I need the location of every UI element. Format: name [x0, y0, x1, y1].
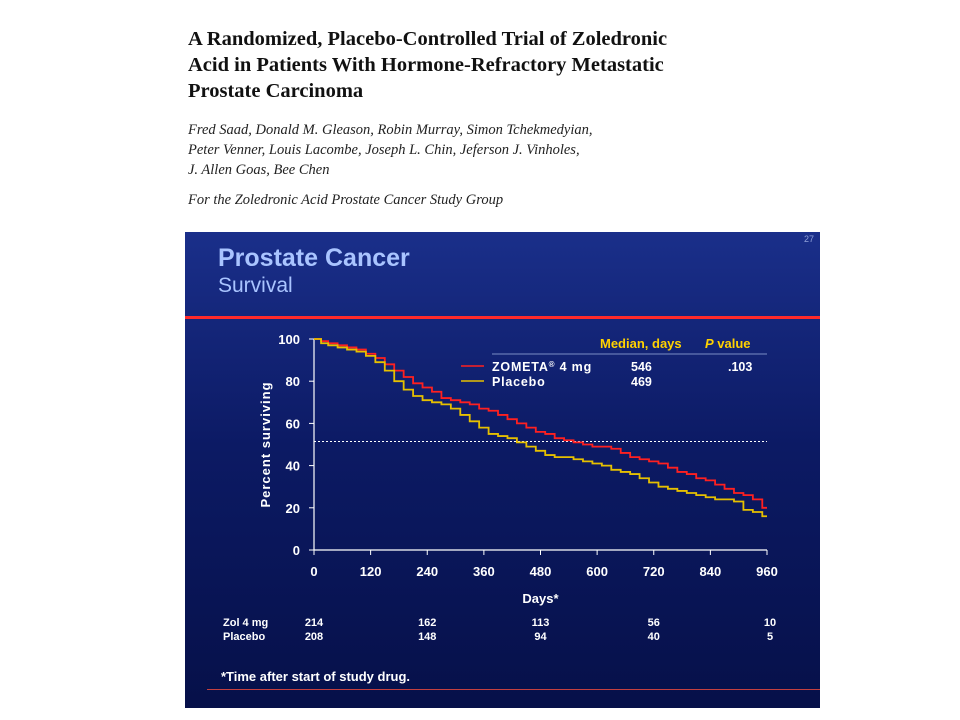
legend-header-median: Median, days	[600, 336, 682, 351]
y-tick-label: 60	[286, 416, 300, 431]
at-risk-value: 94	[534, 631, 547, 643]
y-tick-label: 0	[293, 543, 300, 558]
y-tick-label: 20	[286, 501, 300, 516]
x-tick-label: 120	[360, 564, 382, 579]
footnote: *Time after start of study drug.	[221, 669, 411, 684]
paper-title-line: Prostate Carcinoma	[188, 80, 364, 102]
x-tick-label: 720	[643, 564, 665, 579]
x-tick-label: 840	[700, 564, 722, 579]
slide-subtitle: Survival	[218, 274, 293, 297]
legend-median-value: 546	[631, 360, 652, 374]
at-risk-value: 208	[305, 631, 323, 643]
x-tick-label: 960	[756, 564, 778, 579]
paper-title-line: A Randomized, Placebo-Controlled Trial o…	[188, 28, 668, 50]
y-axis-label: Percent surviving	[258, 381, 273, 507]
y-tick-label: 80	[286, 374, 300, 389]
paper-authors: Fred Saad, Donald M. Gleason, Robin Murr…	[188, 120, 788, 180]
legend-p-value: .103	[728, 360, 752, 374]
paper-title-line: Acid in Patients With Hormone-Refractory…	[188, 54, 664, 76]
x-tick-label: 600	[586, 564, 608, 579]
x-tick-label: 240	[416, 564, 438, 579]
at-risk-value: 214	[305, 617, 324, 629]
y-tick-label: 100	[278, 332, 300, 347]
at-risk-value: 56	[648, 617, 660, 629]
survival-chart: 0 20 40 60 80 100 0 120 240 360 480 600 720 840 960 Day…	[223, 332, 778, 643]
x-tick-label: 360	[473, 564, 495, 579]
slide: 27 Prostate Cancer Survival 0 20 40 60 80 100…	[185, 232, 820, 708]
at-risk-value: 40	[648, 631, 660, 643]
author-line: Fred Saad, Donald M. Gleason, Robin Murr…	[188, 122, 593, 138]
slide-number: 27	[803, 234, 814, 244]
x-tick-label: 0	[310, 564, 317, 579]
at-risk-row-label: Zol 4 mg	[223, 617, 268, 629]
legend-label: Placebo	[492, 375, 546, 389]
paper-title: A Randomized, Placebo-Controlled Trial o…	[188, 26, 788, 104]
title-divider	[185, 316, 820, 319]
x-tick-label: 480	[530, 564, 552, 579]
legend-label: ZOMETA® 4 mg	[492, 360, 592, 375]
slide-title: Prostate Cancer	[218, 244, 410, 272]
study-group: For the Zoledronic Acid Prostate Cancer …	[188, 192, 504, 208]
author-line: J. Allen Goas, Bee Chen	[188, 162, 330, 178]
at-risk-row-label: Placebo	[223, 631, 265, 643]
at-risk-value: 162	[418, 617, 436, 629]
y-tick-label: 40	[286, 459, 300, 474]
placebo-survival-curve	[314, 338, 767, 518]
legend-median-value: 469	[631, 375, 652, 389]
author-line: Peter Venner, Louis Lacombe, Joseph L. C…	[188, 142, 580, 158]
x-axis-label: Days*	[522, 591, 559, 606]
bottom-divider	[207, 689, 820, 690]
at-risk-value: 113	[532, 617, 550, 629]
at-risk-value: 148	[418, 631, 436, 643]
legend-header-p: P value	[705, 336, 751, 351]
at-risk-value: 10	[764, 617, 776, 629]
at-risk-value: 5	[767, 631, 773, 643]
